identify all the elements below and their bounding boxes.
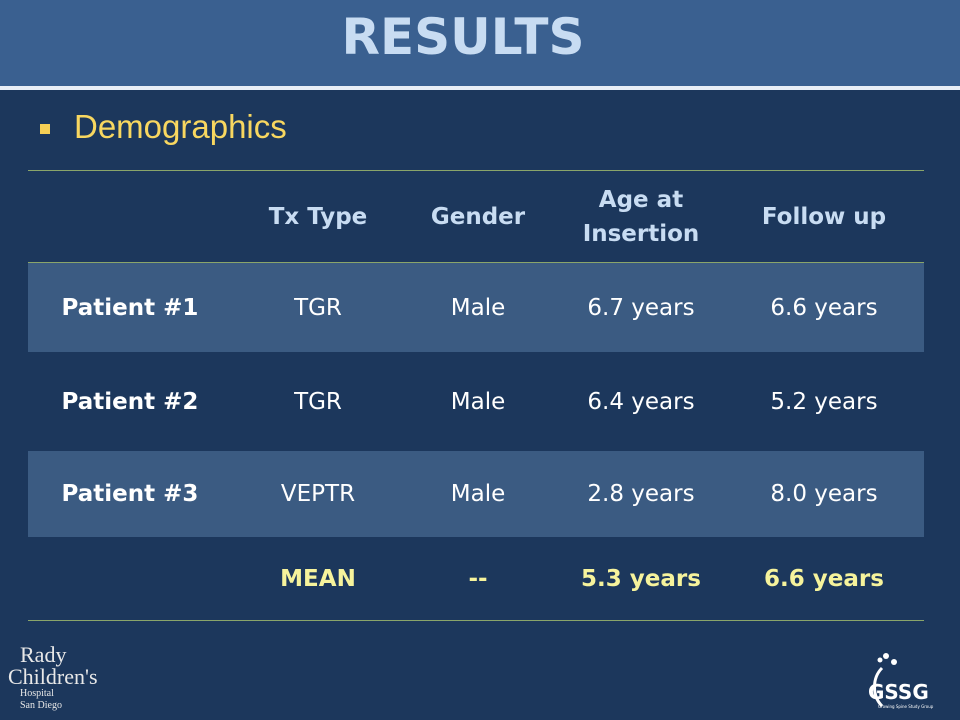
logo-icon bbox=[873, 653, 897, 708]
table-cell: 6.6 years bbox=[770, 294, 878, 321]
title-band bbox=[0, 0, 960, 90]
table-rule bbox=[28, 170, 924, 171]
table-cell: Male bbox=[450, 481, 506, 507]
logo-text: Hospital bbox=[20, 688, 54, 699]
table-cell: 5.2 years bbox=[770, 388, 878, 415]
row-label: Patient #3 bbox=[61, 481, 199, 507]
logo-left: Rady Children's Hospital San Diego bbox=[8, 642, 98, 712]
table-cell: 6.7 years bbox=[587, 294, 695, 321]
logo-text: Children's bbox=[8, 664, 98, 689]
table-cell: Male bbox=[450, 294, 506, 321]
bullet-text: Demographics bbox=[74, 108, 287, 145]
row-band bbox=[28, 263, 924, 352]
column-header: Follow up bbox=[761, 203, 887, 230]
summary-cell: -- bbox=[468, 565, 488, 592]
column-header: Gender bbox=[430, 203, 526, 230]
row-band bbox=[28, 451, 924, 537]
row-label: Patient #1 bbox=[61, 294, 199, 321]
bullet-marker bbox=[40, 124, 50, 134]
table-cell: 6.4 years bbox=[587, 388, 695, 415]
table-cell: 8.0 years bbox=[770, 481, 878, 507]
logo-text: San Diego bbox=[20, 700, 62, 711]
logo-right-sub: Growing Spine Study Group bbox=[878, 704, 934, 709]
row-label: Patient #2 bbox=[61, 388, 199, 415]
table-cell: 2.8 years bbox=[587, 481, 695, 507]
table-cell: VEPTR bbox=[280, 481, 356, 507]
summary-cell: 5.3 years bbox=[581, 565, 701, 592]
summary-cell: MEAN bbox=[280, 565, 356, 592]
slide-title: RESULTS bbox=[341, 8, 585, 66]
table-rule bbox=[28, 262, 924, 263]
table-cell: TGR bbox=[294, 294, 342, 321]
logo-text: Rady bbox=[20, 642, 67, 667]
column-header: Tx Type bbox=[268, 203, 368, 230]
table-rule bbox=[28, 620, 924, 621]
table-cell: TGR bbox=[294, 388, 342, 415]
column-header: Age at Insertion bbox=[582, 186, 700, 247]
table-cell: Male bbox=[450, 388, 506, 415]
summary-cell: 6.6 years bbox=[764, 565, 884, 592]
